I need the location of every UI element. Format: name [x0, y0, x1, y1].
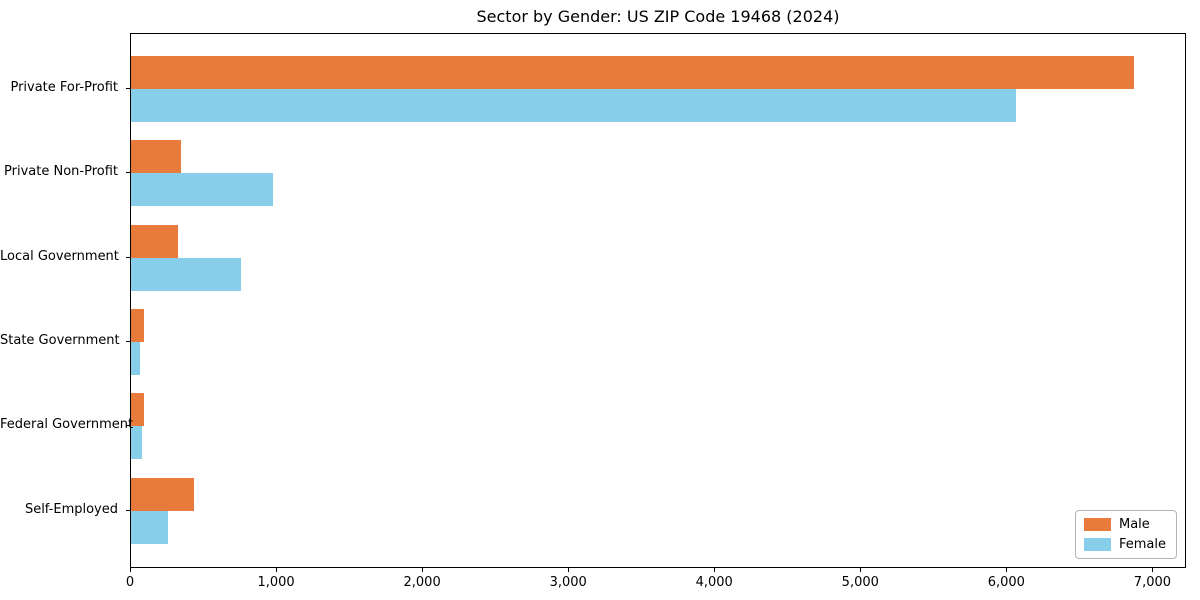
bar-male-4 [131, 393, 144, 427]
bar-female-1 [131, 173, 274, 207]
x-tick-mark [714, 568, 716, 572]
bar-female-2 [131, 257, 242, 291]
x-tick-mark [422, 568, 424, 572]
y-tick-mark [126, 88, 130, 89]
x-tick-mark [568, 568, 570, 572]
x-tick-label: 1,000 [257, 575, 295, 590]
bar-male-0 [131, 56, 1134, 89]
y-tick-label: Private For-Profit [10, 80, 118, 95]
y-tick-label: State Government [0, 332, 120, 348]
female-series-swatch [1083, 538, 1111, 551]
bar-male-3 [131, 308, 145, 342]
bar-male-2 [131, 224, 178, 258]
bar-male-1 [131, 140, 181, 174]
x-tick-label: 0 [125, 575, 135, 590]
bar-female-5 [131, 510, 169, 544]
y-tick-mark [126, 340, 130, 342]
x-tick-mark [860, 568, 862, 572]
x-tick-label: 4,000 [695, 575, 733, 590]
y-tick-label: Self-Employed [24, 501, 118, 517]
x-tick-label: 6,000 [987, 575, 1025, 590]
y-tick-label: Private Non-Profit [4, 164, 118, 180]
legend-item-male: Male [1083, 517, 1166, 532]
y-tick-mark [126, 509, 130, 511]
bar-male-5 [131, 477, 194, 511]
y-tick-mark [126, 172, 130, 174]
y-tick-label: Federal Government [0, 417, 134, 433]
x-tick-label: 3,000 [549, 575, 587, 590]
chart-title: Sector by Gender: US ZIP Code 19468 (202… [476, 7, 840, 26]
legend-label-female: Female [1118, 537, 1166, 552]
y-tick-mark [126, 256, 130, 258]
x-tick-mark [1152, 568, 1154, 572]
bar-female-3 [131, 341, 141, 375]
male-series-swatch [1083, 518, 1111, 531]
x-tick-label: 5,000 [841, 575, 879, 590]
bar-female-4 [131, 426, 142, 460]
x-tick-label: 7,000 [1133, 575, 1172, 590]
plot-area: Male Female [130, 33, 1186, 568]
legend: Male Female [1074, 510, 1177, 559]
x-tick-mark [276, 568, 278, 572]
legend-label-male: Male [1118, 517, 1150, 532]
legend-item-female: Female [1083, 537, 1166, 552]
y-tick-mark [126, 425, 130, 427]
bar-female-0 [131, 89, 1016, 122]
x-tick-mark [130, 568, 131, 572]
x-tick-label: 2,000 [403, 575, 441, 590]
x-tick-mark [1006, 568, 1008, 572]
y-tick-label: Local Government [0, 248, 119, 264]
